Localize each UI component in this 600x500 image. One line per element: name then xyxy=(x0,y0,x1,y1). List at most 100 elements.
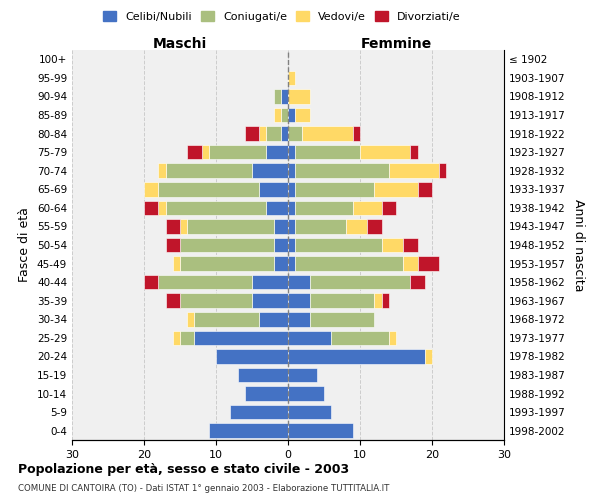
Text: Maschi: Maschi xyxy=(153,37,207,51)
Bar xyxy=(288,256,295,271)
Bar xyxy=(288,145,295,160)
Bar xyxy=(288,312,310,326)
Bar xyxy=(295,238,382,252)
Bar xyxy=(259,182,288,196)
Bar xyxy=(288,275,310,289)
Bar xyxy=(288,405,331,419)
Bar xyxy=(310,294,374,308)
Bar xyxy=(194,312,259,326)
Bar xyxy=(288,238,295,252)
Bar xyxy=(295,219,346,234)
Bar xyxy=(252,275,288,289)
Bar xyxy=(194,330,288,345)
Bar xyxy=(295,182,374,196)
Y-axis label: Anni di nascita: Anni di nascita xyxy=(572,198,585,291)
Bar xyxy=(367,219,382,234)
Bar xyxy=(288,182,295,196)
Bar xyxy=(382,200,396,215)
Bar xyxy=(288,200,295,215)
Bar xyxy=(166,238,180,252)
Bar xyxy=(180,238,274,252)
Bar xyxy=(288,89,310,104)
Bar xyxy=(295,108,310,122)
Bar xyxy=(410,145,418,160)
Bar xyxy=(374,182,418,196)
Bar xyxy=(281,108,288,122)
Bar xyxy=(288,368,317,382)
Bar xyxy=(266,200,288,215)
Bar xyxy=(245,386,288,401)
Bar xyxy=(302,126,353,141)
Bar xyxy=(144,275,158,289)
Bar xyxy=(288,108,295,122)
Bar xyxy=(266,126,281,141)
Bar xyxy=(389,164,439,178)
Bar xyxy=(158,275,252,289)
Bar xyxy=(166,219,180,234)
Bar xyxy=(238,368,288,382)
Bar xyxy=(216,349,288,364)
Bar xyxy=(389,330,396,345)
Bar xyxy=(158,200,166,215)
Bar xyxy=(180,256,274,271)
Bar xyxy=(288,219,295,234)
Bar xyxy=(245,126,259,141)
Bar xyxy=(353,126,360,141)
Bar xyxy=(274,89,281,104)
Bar xyxy=(288,386,324,401)
Bar xyxy=(158,164,166,178)
Bar xyxy=(295,256,403,271)
Bar xyxy=(288,126,302,141)
Bar xyxy=(346,219,367,234)
Bar xyxy=(209,145,266,160)
Bar xyxy=(439,164,446,178)
Bar xyxy=(288,424,353,438)
Bar xyxy=(202,145,209,160)
Bar xyxy=(295,200,353,215)
Bar xyxy=(166,200,266,215)
Bar xyxy=(166,294,180,308)
Bar xyxy=(259,312,288,326)
Bar xyxy=(274,108,281,122)
Bar xyxy=(382,294,389,308)
Bar xyxy=(230,405,288,419)
Text: Femmine: Femmine xyxy=(361,37,431,51)
Bar xyxy=(173,330,180,345)
Bar xyxy=(288,330,331,345)
Bar xyxy=(288,70,295,85)
Bar xyxy=(187,145,202,160)
Bar xyxy=(180,294,252,308)
Bar xyxy=(173,256,180,271)
Bar xyxy=(259,126,266,141)
Bar xyxy=(403,238,418,252)
Bar xyxy=(166,164,252,178)
Bar xyxy=(274,256,288,271)
Bar xyxy=(209,424,288,438)
Y-axis label: Fasce di età: Fasce di età xyxy=(19,208,31,282)
Bar xyxy=(288,349,425,364)
Bar xyxy=(310,275,410,289)
Bar xyxy=(281,89,288,104)
Text: COMUNE DI CANTOIRA (TO) - Dati ISTAT 1° gennaio 2003 - Elaborazione TUTTITALIA.I: COMUNE DI CANTOIRA (TO) - Dati ISTAT 1° … xyxy=(18,484,389,493)
Bar xyxy=(144,182,158,196)
Text: Popolazione per età, sesso e stato civile - 2003: Popolazione per età, sesso e stato civil… xyxy=(18,462,349,475)
Bar xyxy=(288,164,295,178)
Bar xyxy=(418,256,439,271)
Bar xyxy=(281,126,288,141)
Bar xyxy=(144,200,158,215)
Bar xyxy=(266,145,288,160)
Bar xyxy=(288,294,310,308)
Bar xyxy=(425,349,432,364)
Bar xyxy=(331,330,389,345)
Bar xyxy=(180,330,194,345)
Bar xyxy=(418,182,432,196)
Bar xyxy=(187,312,194,326)
Bar xyxy=(360,145,410,160)
Bar xyxy=(382,238,403,252)
Bar xyxy=(187,219,274,234)
Legend: Celibi/Nubili, Coniugati/e, Vedovi/e, Divorziati/e: Celibi/Nubili, Coniugati/e, Vedovi/e, Di… xyxy=(100,8,464,25)
Bar xyxy=(180,219,187,234)
Bar xyxy=(158,182,259,196)
Bar xyxy=(252,294,288,308)
Bar xyxy=(310,312,374,326)
